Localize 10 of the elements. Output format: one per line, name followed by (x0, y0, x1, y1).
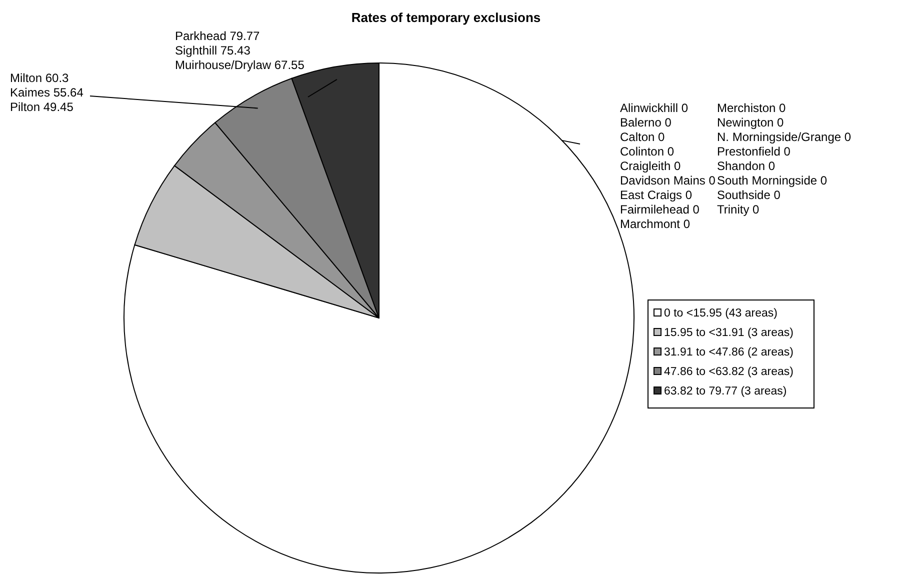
text: Parkhead 79.77 Sighthill 75.43 Muirhouse/Drylaw 67.55 (175, 29, 305, 72)
legend-label: 15.95 to <31.91 (3 areas) (664, 327, 794, 339)
text: Milton 60.3 Kaimes 55.64 Pilton 49.45 (10, 71, 84, 114)
chart-title: Rates of temporary exclusions (351, 10, 541, 25)
text: Merchiston 0 Newington 0 N. Morningside/Grange 0 Prestonfield 0 Shandon 0 South Morningside 0 Southside 0 Trinity 0 (717, 101, 852, 216)
text: Alinwickhill 0 Balerno 0 Calton 0 Colinton 0 Craigleith 0 Davidson Mains 0 East Craigs 0 Fairmilehead 0 Marchmont 0 (620, 101, 716, 231)
legend-label: 47.86 to <63.82 (3 areas) (664, 366, 794, 378)
legend-label: 63.82 to 79.77 (3 areas) (664, 386, 787, 398)
legend-label: 31.91 to <47.86 (2 areas) (664, 346, 794, 358)
legend-label: 0 to <15.95 (43 areas) (664, 308, 778, 320)
